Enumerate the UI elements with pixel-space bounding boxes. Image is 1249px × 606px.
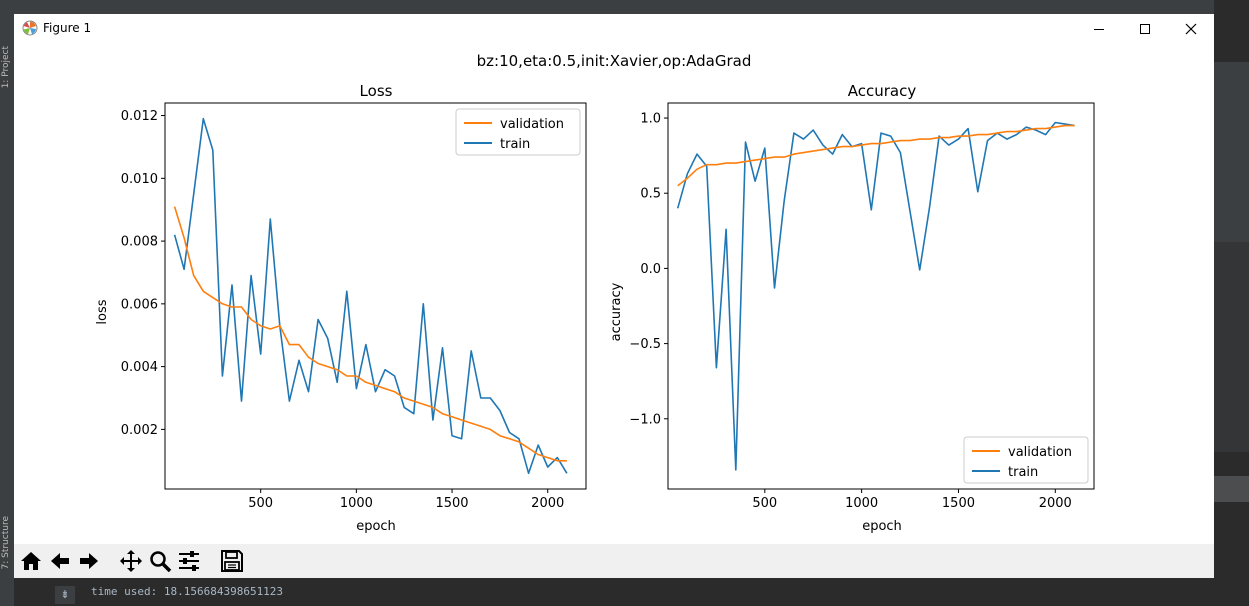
maximize-button[interactable] (1122, 14, 1168, 44)
ide-menubar (14, 0, 1214, 14)
accuracy-ytick-label: 0.0 (640, 262, 661, 277)
loss-xtick-label: 1500 (435, 496, 468, 511)
save-button[interactable] (218, 547, 246, 575)
loss-ytick-label: 0.006 (121, 297, 158, 312)
subplots-icon (179, 551, 199, 571)
accuracy-ytick-label: −0.5 (629, 337, 661, 352)
loss-series-train-line (173, 117, 568, 475)
loss-ytick-label: 0.002 (121, 423, 158, 438)
subplots-button[interactable] (175, 547, 203, 575)
home-icon (21, 552, 41, 570)
loss-series-validation-line (173, 206, 567, 462)
loss-legend-validation-label: validation (500, 117, 564, 132)
accuracy-ytick-label: 1.0 (640, 112, 661, 127)
forward-arrow-icon (80, 553, 98, 569)
figure-window: Figure 1 bz:10,eta:0.5,init:Xavier,op:Ad… (14, 14, 1214, 578)
window-title: Figure 1 (43, 21, 92, 35)
close-icon (1185, 23, 1197, 35)
accuracy-title: Accuracy (848, 82, 917, 100)
zoom-icon (150, 551, 172, 573)
save-icon (221, 550, 243, 572)
back-arrow-icon (51, 553, 69, 569)
matplotlib-logo-icon (22, 20, 38, 36)
accuracy-ytick-label: 0.5 (640, 187, 661, 202)
loss-ytick-label: 0.004 (121, 360, 158, 375)
navigation-toolbar (14, 544, 1214, 578)
accuracy-xtick-label: 1500 (942, 496, 975, 511)
accuracy-legend: validation train (963, 436, 1089, 484)
structure-tool-tab[interactable]: 7: Structure (1, 516, 11, 570)
close-button[interactable] (1168, 14, 1214, 44)
loss-axes: Loss epoch loss 500 1000 1500 2000 0.002 0.00… (95, 82, 587, 534)
accuracy-axes-frame (667, 102, 1095, 490)
console-scroll-icon[interactable]: ⇟ (55, 586, 75, 604)
figure-suptitle: bz:10,eta:0.5,init:Xavier,op:AdaGrad (477, 52, 752, 70)
accuracy-legend-validation-label: validation (1008, 445, 1072, 460)
accuracy-xtick-label: 500 (752, 496, 777, 511)
minimize-button[interactable] (1076, 14, 1122, 44)
ide-left-toolstrip: 1: Project 7: Structure (0, 0, 14, 606)
loss-axes-frame (164, 102, 587, 490)
accuracy-xtick-label: 2000 (1039, 496, 1072, 511)
accuracy-ylabel: accuracy (609, 282, 624, 341)
accuracy-ytick-label: −1.0 (629, 412, 661, 427)
accuracy-xlabel: epoch (862, 519, 902, 534)
accuracy-series-train-line (676, 121, 1075, 471)
back-button[interactable] (46, 547, 74, 575)
project-tool-tab[interactable]: 1: Project (1, 46, 11, 89)
home-button[interactable] (17, 547, 45, 575)
loss-xtick-label: 500 (248, 496, 273, 511)
maximize-icon (1140, 24, 1150, 34)
figure-canvas[interactable]: bz:10,eta:0.5,init:Xavier,op:AdaGrad Los… (14, 44, 1214, 544)
console-output: time used: 18.156684398651123 (91, 585, 284, 598)
loss-xtick-label: 2000 (531, 496, 564, 511)
accuracy-legend-train-label: train (1008, 465, 1038, 480)
pan-button[interactable] (117, 547, 145, 575)
ide-right-panel (1214, 0, 1249, 606)
window-titlebar[interactable]: Figure 1 (14, 14, 1214, 44)
accuracy-xtick-label: 1000 (845, 496, 878, 511)
loss-ytick-label: 0.010 (121, 172, 158, 187)
pan-icon (120, 550, 142, 572)
loss-title: Loss (360, 82, 393, 100)
minimize-icon (1094, 29, 1104, 30)
loss-xlabel: epoch (356, 519, 396, 534)
loss-legend-train-label: train (500, 137, 530, 152)
loss-xtick-label: 1000 (340, 496, 373, 511)
accuracy-axes: Accuracy epoch accuracy 500 1000 1500 2000 1… (609, 82, 1095, 534)
accuracy-series-validation-line (677, 124, 1075, 187)
ide-console (14, 578, 1249, 606)
loss-ylabel: loss (95, 299, 110, 324)
loss-ytick-label: 0.008 (121, 235, 158, 250)
forward-button[interactable] (75, 547, 103, 575)
zoom-button[interactable] (146, 547, 174, 575)
loss-ytick-label: 0.012 (121, 109, 158, 124)
loss-legend: validation train (455, 108, 581, 156)
